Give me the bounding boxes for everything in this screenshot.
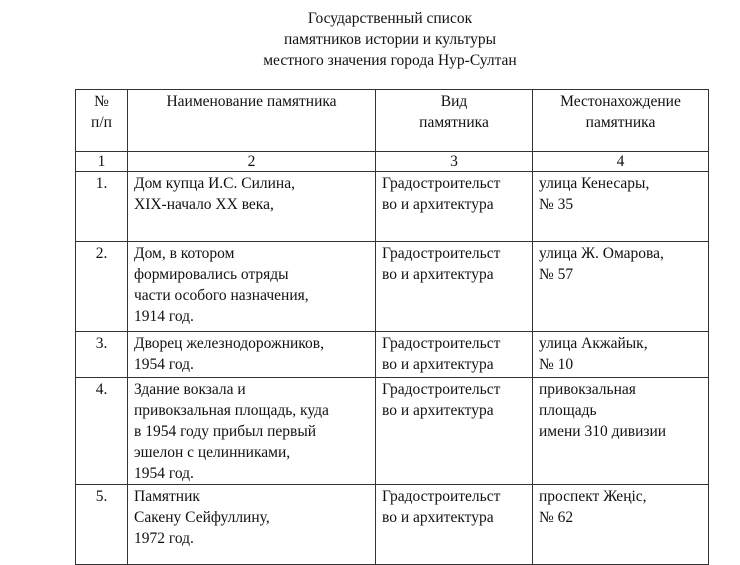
cell-line: эшелон с целинниками,: [134, 444, 291, 461]
cell-line: в 1954 году прибыл первый: [134, 423, 317, 440]
cell-line: Сакену Сейфуллину,: [134, 509, 270, 526]
monument-location: проспект Жеңіс, № 62: [532, 484, 709, 565]
monument-name: Здание вокзала и привокзальная площадь, к…: [127, 377, 376, 485]
cell-line: Дворец железнодорожников,: [134, 335, 324, 352]
cell-line: проспект Жеңіс,: [539, 488, 647, 505]
cell-line: 1972 год.: [134, 530, 194, 547]
monument-location: привокзальная площадь имени 310 дивизии: [532, 377, 709, 485]
cell-line: улица Кенесары,: [539, 175, 650, 192]
cell-line: во и архитектура: [382, 266, 494, 283]
cell-line: Дом купца И.С. Силина,: [134, 175, 295, 192]
cell-line: XIX-начало XX века,: [134, 196, 274, 213]
cell-line: 1954 год.: [134, 356, 194, 373]
column-numbers-row: 1 2 3 4: [75, 151, 709, 172]
cell-line: привокзальная: [539, 381, 636, 398]
monument-type: Градостроительст во и архитектура: [375, 241, 533, 332]
cell-line: № 62: [539, 509, 574, 526]
monument-name: Дом, в котором формировались отряды части …: [127, 241, 376, 332]
monument-type: Градостроительст во и архитектура: [375, 331, 533, 378]
cell-line: имени 310 дивизии: [539, 423, 667, 440]
table-row: 1. Дом купца И.С. Силина, XIX-начало XX ве…: [75, 171, 709, 242]
column-number: 4: [532, 151, 709, 172]
cell-line: Дом, в котором: [134, 245, 235, 262]
row-number: 4.: [75, 377, 128, 485]
cell-line: во и архитектура: [382, 509, 494, 526]
document-title: Государственный список памятников истори…: [0, 8, 740, 71]
monument-name: Дом купца И.С. Силина, XIX-начало XX века…: [127, 171, 376, 242]
column-number: 1: [75, 151, 128, 172]
header-location: Местонахождение памятника: [532, 89, 709, 152]
cell-line: площадь: [539, 402, 597, 419]
title-line: местного значения города Нур-Султан: [263, 52, 517, 69]
cell-line: Градостроительст: [382, 175, 501, 192]
cell-line: Памятник: [134, 488, 200, 505]
table-row: 4. Здание вокзала и привокзальная площадь,…: [75, 377, 709, 485]
header-type: Вид памятника: [375, 89, 533, 152]
title-line: Государственный список: [307, 10, 473, 27]
cell-line: Градостроительст: [382, 381, 501, 398]
cell-line: Здание вокзала и: [134, 381, 246, 398]
cell-line: № 10: [539, 356, 574, 373]
monument-name: Памятник Сакену Сейфуллину, 1972 год.: [127, 484, 376, 565]
cell-line: № 35: [539, 196, 574, 213]
cell-line: Градостроительст: [382, 335, 501, 352]
monument-type: Градостроительст во и архитектура: [375, 171, 533, 242]
monuments-table: № п/п Наименование памятника Вид памятника…: [75, 89, 709, 565]
table-row: 2. Дом, в котором формировались отряды част…: [75, 241, 709, 332]
monument-type: Градостроительст во и архитектура: [375, 377, 533, 485]
monument-location: улица Кенесары, № 35: [532, 171, 709, 242]
column-number: 2: [127, 151, 376, 172]
monument-name: Дворец железнодорожников, 1954 год.: [127, 331, 376, 378]
cell-line: во и архитектура: [382, 402, 494, 419]
cell-line: 1954 год.: [134, 465, 194, 482]
row-number: 2.: [75, 241, 128, 332]
cell-line: части особого назначения,: [134, 287, 309, 304]
cell-line: Градостроительст: [382, 245, 501, 262]
header-number: № п/п: [75, 89, 128, 152]
title-line: памятников истории и культуры: [283, 31, 497, 48]
monument-type: Градостроительст во и архитектура: [375, 484, 533, 565]
cell-line: № 57: [539, 266, 574, 283]
monument-location: улица Акжайык, № 10: [532, 331, 709, 378]
monument-location: улица Ж. Омарова, № 57: [532, 241, 709, 332]
cell-line: формировались отряды: [134, 266, 289, 283]
cell-line: улица Ж. Омарова,: [539, 245, 664, 262]
row-number: 5.: [75, 484, 128, 565]
cell-line: привокзальная площадь, куда: [134, 402, 329, 419]
cell-line: во и архитектура: [382, 196, 494, 213]
cell-line: Градостроительст: [382, 488, 501, 505]
table-row: 3. Дворец железнодорожников, 1954 год. Град…: [75, 331, 709, 378]
header-name: Наименование памятника: [127, 89, 376, 152]
column-number: 3: [375, 151, 533, 172]
row-number: 1.: [75, 171, 128, 242]
cell-line: 1914 год.: [134, 308, 194, 325]
header-row: № п/п Наименование памятника Вид памятника…: [75, 89, 709, 152]
row-number: 3.: [75, 331, 128, 378]
cell-line: улица Акжайык,: [539, 335, 648, 352]
table-row: 5. Памятник Сакену Сейфуллину, 1972 год. Гра…: [75, 484, 709, 565]
cell-line: во и архитектура: [382, 356, 494, 373]
